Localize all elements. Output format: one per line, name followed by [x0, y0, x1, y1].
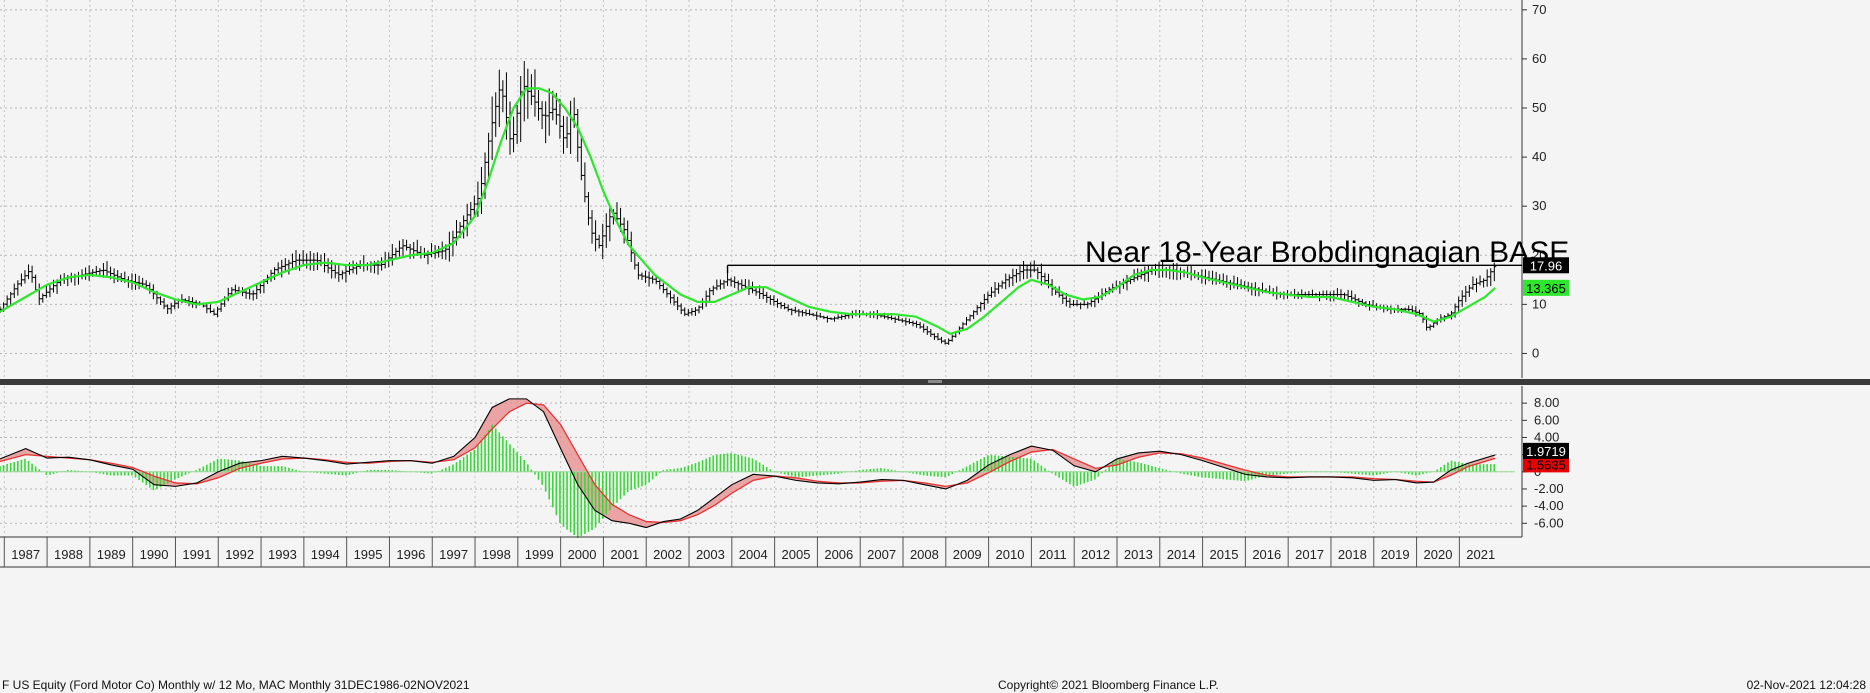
- last-price-tag-bg: [1523, 257, 1569, 274]
- year-label: 2019: [1381, 547, 1410, 562]
- price-tick-label: 0: [1532, 345, 1539, 360]
- year-label: 1996: [396, 547, 425, 562]
- year-label: 2001: [610, 547, 639, 562]
- price-tick-label: 30: [1532, 198, 1546, 213]
- last-price-tag: 17.96: [1530, 258, 1563, 273]
- year-label: 2021: [1466, 547, 1495, 562]
- price-tags: 17.96 13.365: [1523, 257, 1569, 296]
- macd-tag-bg: [1523, 442, 1569, 459]
- year-label: 2002: [653, 547, 682, 562]
- year-label: 2000: [568, 547, 597, 562]
- price-tick-label: 40: [1532, 149, 1546, 164]
- year-label: 2009: [953, 547, 982, 562]
- panel-divider[interactable]: [0, 379, 1870, 385]
- year-label: 1987: [11, 547, 40, 562]
- year-label: 2013: [1124, 547, 1153, 562]
- year-label: 1992: [225, 547, 254, 562]
- year-label: 2017: [1295, 547, 1324, 562]
- panel-divider-grip: [928, 380, 942, 383]
- year-label: 2007: [867, 547, 896, 562]
- moving-average-tag: 13.365: [1526, 281, 1566, 296]
- year-label: 1999: [525, 547, 554, 562]
- year-label: 2008: [910, 547, 939, 562]
- moving-average-line: [0, 87, 1497, 336]
- year-label: 1998: [482, 547, 511, 562]
- price-series: [0, 61, 1522, 345]
- year-label: 2015: [1210, 547, 1239, 562]
- year-label: 2011: [1039, 547, 1067, 562]
- price-tick-label: 60: [1532, 51, 1546, 66]
- indicator-tick-label: -6.00: [1534, 515, 1564, 530]
- macd-line: [0, 398, 1496, 529]
- year-label: 1990: [140, 547, 169, 562]
- year-label: 2016: [1252, 547, 1281, 562]
- moving-average-tag-bg: [1523, 279, 1569, 296]
- year-label: 2018: [1338, 547, 1367, 562]
- year-label: 2004: [739, 547, 768, 562]
- indicator-series: [0, 398, 1515, 538]
- year-label: 2014: [1167, 547, 1196, 562]
- year-label: 1988: [54, 547, 83, 562]
- year-label: 2006: [824, 547, 853, 562]
- price-tick-label: 10: [1532, 296, 1546, 311]
- price-tick-label: 50: [1532, 100, 1546, 115]
- year-label: 2003: [696, 547, 725, 562]
- base-annotation: Near 18-Year Brobdingnagian BASE: [1085, 236, 1569, 269]
- x-axis: 1987 1988 1989 1990 1991 1992 1993 1994 1995 1996…: [0, 536, 1870, 568]
- indicator-tick-label: -2.00: [1534, 481, 1564, 496]
- macd-tag: 1.9719: [1526, 444, 1566, 459]
- signal-line: [0, 402, 1496, 524]
- indicator-tick-label: 4.00: [1534, 429, 1559, 444]
- footer-security-info: F US Equity (Ford Motor Co) Monthly w/ 1…: [2, 678, 470, 692]
- price-grid: [0, 0, 1515, 378]
- price-tick-label: 70: [1532, 2, 1546, 17]
- year-label: 1995: [354, 547, 383, 562]
- indicator-grid: [0, 386, 1515, 537]
- indicator-tick-label: 8.00: [1534, 395, 1559, 410]
- price-plot-area: [0, 0, 1515, 378]
- year-label: 1993: [268, 547, 297, 562]
- year-label: 2005: [782, 547, 811, 562]
- footer-copyright: Copyright© 2021 Bloomberg Finance L.P.: [998, 678, 1219, 692]
- footer-timestamp: 02-Nov-2021 12:04:28: [1747, 678, 1867, 692]
- year-label: 2020: [1424, 547, 1453, 562]
- signal-tag-bg: [1523, 456, 1569, 473]
- year-label: 2010: [996, 547, 1025, 562]
- footer: F US Equity (Ford Motor Co) Monthly w/ 1…: [2, 678, 1866, 692]
- year-label: 1989: [97, 547, 126, 562]
- year-label: 1991: [182, 547, 211, 562]
- year-label: 1997: [439, 547, 468, 562]
- indicator-tick-label: -4.00: [1534, 498, 1564, 513]
- signal-tag: 1.5635: [1526, 457, 1566, 472]
- year-label: 1994: [311, 547, 340, 562]
- indicator-tick-label: 6.00: [1534, 412, 1559, 427]
- year-label: 2012: [1081, 547, 1110, 562]
